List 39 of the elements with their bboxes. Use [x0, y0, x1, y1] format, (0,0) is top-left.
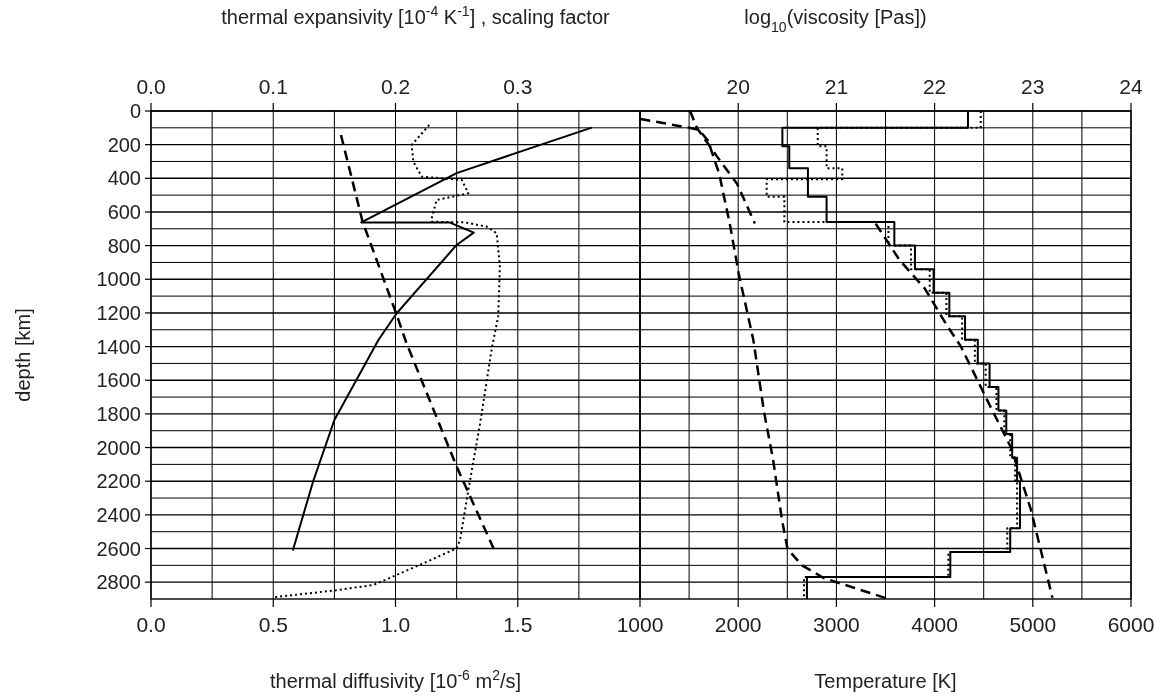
y-tick-label: 600: [107, 200, 141, 223]
y-tick-label: 1800: [96, 402, 141, 425]
y-tick-label: 2800: [96, 571, 141, 594]
x-tick-label: 5000: [1009, 613, 1057, 636]
y-tick-label: 400: [107, 167, 141, 190]
x2-tick-label: 20: [726, 75, 750, 98]
x-tick-label: 1.5: [503, 613, 533, 636]
x-tick-label: 2000: [714, 613, 762, 636]
x-tick-label: 0.0: [136, 613, 166, 636]
y-tick-label: 1400: [96, 335, 141, 358]
y-tick-label: 2600: [96, 537, 141, 560]
x2-tick-label: 0.1: [258, 75, 288, 98]
x-tick-label: 1.0: [380, 613, 411, 636]
x2-tick-label: 24: [1119, 75, 1143, 98]
x2-tick-label: 22: [922, 75, 947, 98]
x2-tick-label: 21: [824, 75, 849, 98]
y-tick-label: 1200: [96, 301, 141, 324]
y-tick-label: 2000: [96, 436, 141, 459]
x-tick-label: 3000: [813, 613, 860, 636]
x2-tick-label: 0.3: [503, 75, 533, 98]
x2-tick-label: 0.0: [136, 75, 166, 98]
x-tick-label: 4000: [911, 613, 958, 636]
y-tick-label: 1600: [96, 369, 141, 392]
x2-tick-label: 23: [1021, 75, 1045, 98]
x2-axis-title: log$_{10}$(viscosity [Pas]): [744, 6, 927, 35]
x-tick-label: 0.5: [258, 613, 288, 636]
x-tick-label: 6000: [1107, 613, 1155, 636]
x-tick-label: 1000: [616, 613, 664, 636]
x2-tick-label: 0.2: [380, 75, 411, 98]
x-axis-title: thermal diffusivity [10$^{-6}$ m$^{2}$/s]: [269, 667, 522, 692]
y-axis-title: depth [km]: [12, 308, 34, 402]
y-tick-label: 800: [107, 234, 141, 257]
x2-axis-title: thermal expansivity [10$^{-4}$ K$^{-1}$] , scaling factor: [221, 3, 611, 28]
y-tick-label: 200: [107, 133, 141, 156]
y-tick-label: 2400: [96, 503, 141, 526]
y-tick-label: 2200: [96, 470, 141, 493]
y-tick-label: 0: [129, 100, 141, 122]
x-axis-title: Temperature [K]: [814, 670, 957, 692]
y-tick-label: 1000: [96, 268, 141, 291]
